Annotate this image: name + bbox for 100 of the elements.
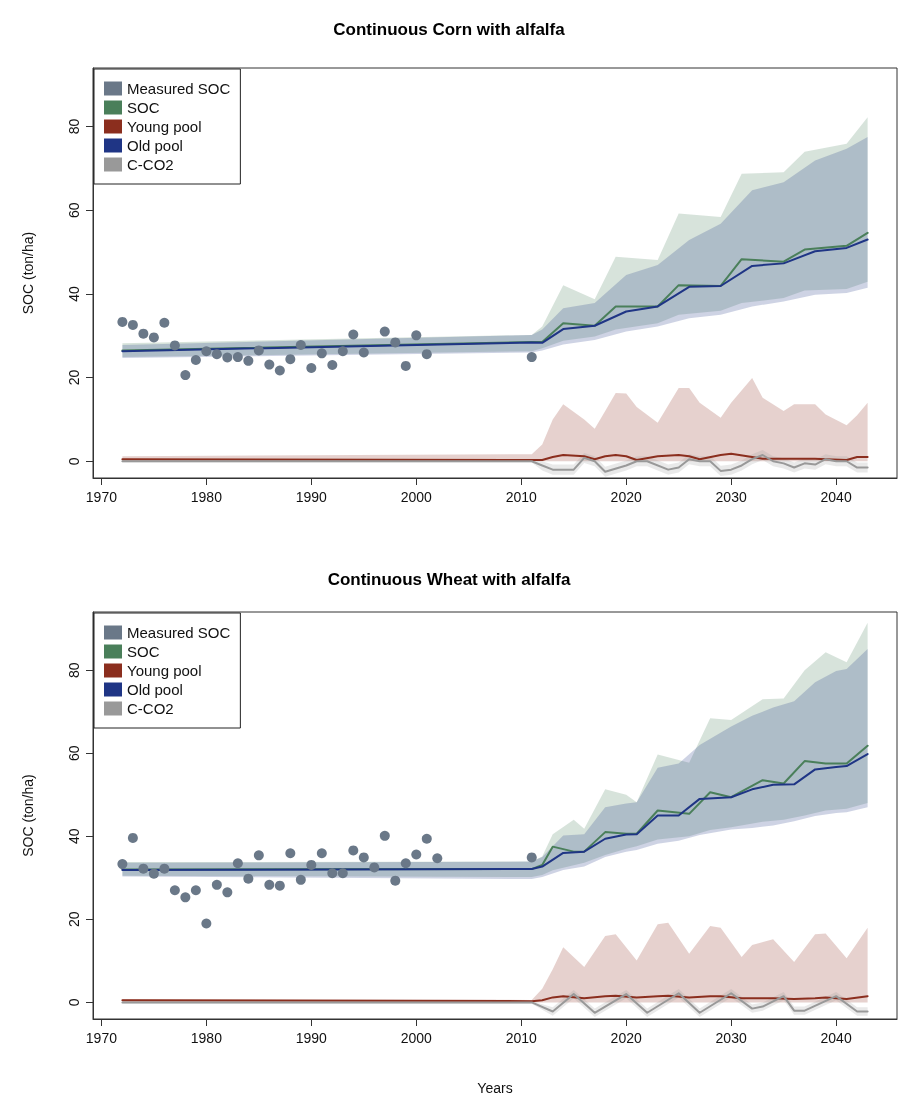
point [211, 349, 222, 360]
point [201, 918, 212, 929]
point [190, 885, 201, 896]
legend-label: C-CO2 [127, 700, 174, 717]
point [348, 329, 359, 340]
legend-label: SOC [127, 99, 160, 116]
y-tick-label: 80 [66, 662, 82, 678]
x-tick-label: 1990 [295, 489, 328, 505]
point [169, 885, 180, 896]
x-axis-title: Years [477, 1080, 513, 1096]
point [274, 365, 285, 376]
chart-title: Continuous Corn with alfalfa [333, 20, 566, 39]
x-tick-label: 2020 [610, 489, 642, 505]
x-tick-label: 1980 [190, 1030, 223, 1046]
legend-label: C-CO2 [127, 156, 174, 173]
point [138, 328, 149, 339]
point [421, 833, 432, 844]
y-tick-label: 0 [66, 457, 82, 466]
point [432, 853, 443, 864]
x-tick-label: 1980 [190, 489, 223, 505]
x-tick-label: 2000 [400, 1030, 433, 1046]
legend-label: Old pool [127, 137, 183, 154]
y-tick-label: 60 [66, 745, 82, 761]
point [222, 887, 233, 898]
point [148, 332, 159, 343]
point [180, 370, 191, 381]
x-tick-label: 2040 [820, 489, 852, 505]
point [379, 326, 390, 337]
point [180, 892, 191, 903]
x-tick-label: 1970 [85, 489, 118, 505]
y-tick-label: 80 [66, 118, 82, 135]
x-tick-label: 2000 [400, 489, 433, 505]
chart-title: Continuous Wheat with alfalfa [327, 570, 571, 589]
y-tick-label: 20 [66, 369, 82, 386]
point [285, 354, 296, 365]
point [243, 355, 254, 366]
x-tick-label: 1990 [295, 1030, 328, 1046]
point [358, 347, 369, 358]
point [421, 349, 432, 360]
y-tick-label: 20 [66, 911, 82, 928]
point [117, 859, 128, 870]
point [232, 352, 243, 363]
point [379, 830, 390, 841]
line-series [121, 452, 869, 462]
y-axis-title: SOC (ton/ha) [20, 774, 36, 857]
point [285, 848, 296, 859]
point [390, 875, 401, 886]
y-tick-label: 40 [66, 285, 82, 302]
x-tick-label: 2040 [820, 1030, 852, 1046]
point [337, 346, 348, 357]
point [526, 352, 537, 363]
point [348, 845, 359, 856]
x-tick-label: 2030 [715, 1030, 747, 1046]
point [411, 330, 422, 341]
point [327, 360, 338, 371]
x-tick-label: 2020 [610, 1030, 642, 1046]
y-axis-title: SOC (ton/ha) [20, 231, 36, 315]
point [316, 348, 327, 359]
point [159, 317, 170, 328]
point [148, 868, 159, 879]
point [295, 874, 306, 885]
x-tick-label: 2030 [715, 489, 747, 505]
point [127, 319, 138, 330]
point [127, 832, 138, 843]
point [327, 868, 338, 879]
point [169, 340, 180, 351]
point [201, 346, 212, 357]
point [138, 863, 149, 874]
legend-label: Measured SOC [127, 624, 231, 641]
point [306, 859, 317, 870]
point [211, 879, 222, 890]
point [264, 359, 275, 370]
point [400, 858, 411, 869]
legend-label: Young pool [127, 118, 202, 135]
x-tick-label: 1970 [85, 1030, 118, 1046]
point [253, 345, 264, 356]
x-tick-label: 2010 [505, 489, 538, 505]
point [295, 339, 306, 350]
point [159, 863, 170, 874]
x-tick-label: 2010 [505, 1030, 538, 1046]
point [337, 868, 348, 879]
point [411, 849, 422, 860]
point [390, 337, 401, 348]
point [253, 850, 264, 861]
legend-label: Young pool [127, 662, 202, 679]
legend-label: Old pool [127, 681, 183, 698]
point [358, 852, 369, 863]
point [243, 873, 254, 884]
point [306, 362, 317, 373]
point [369, 862, 380, 873]
point [526, 852, 537, 863]
point [274, 880, 285, 891]
point [222, 352, 233, 363]
legend-label: SOC [127, 643, 160, 660]
point [316, 848, 327, 859]
point [232, 858, 243, 869]
legend-label: Measured SOC [127, 80, 231, 97]
y-tick-label: 0 [66, 998, 82, 1007]
point [117, 316, 128, 327]
y-tick-label: 60 [66, 202, 82, 219]
